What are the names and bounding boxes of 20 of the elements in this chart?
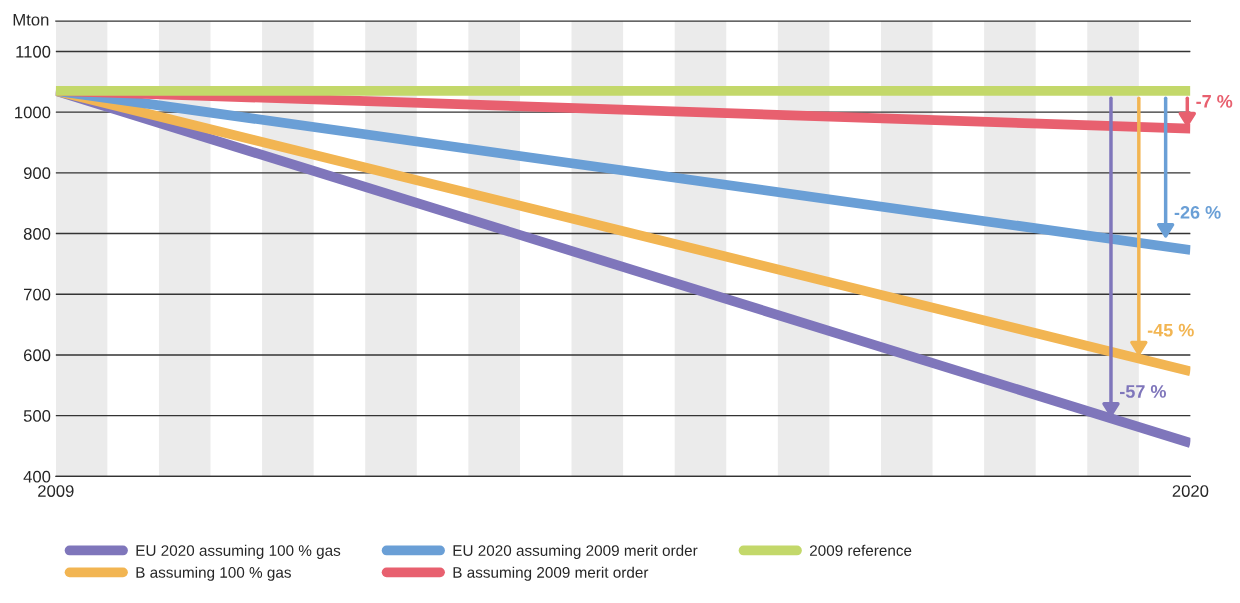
x-tick-label: 2009 [38, 485, 74, 497]
y-axis-title: Mton [13, 13, 49, 26]
legend-label: B assuming 100 % gas [136, 566, 291, 581]
y-tick-label: 1000 [15, 106, 51, 119]
legend-label: 2009 reference [809, 544, 912, 556]
y-tick-label: 400 [23, 470, 51, 483]
y-tick-label: 600 [23, 349, 51, 362]
annotation: -57 % [1120, 385, 1166, 398]
legend-label: B assuming 2009 merit order [453, 566, 649, 581]
annotation: -26 % [1174, 206, 1221, 219]
y-tick-label: 800 [23, 227, 51, 240]
x-tick-label: 2020 [1172, 485, 1209, 497]
y-tick-label: 500 [23, 410, 51, 422]
legend-label: EU 2020 assuming 100 % gas [136, 544, 341, 559]
y-tick-label: 700 [23, 288, 51, 301]
y-tick-label: 1100 [16, 45, 51, 58]
legend-label: EU 2020 assuming 2009 merit order [453, 544, 698, 559]
annotation: -45 % [1147, 323, 1194, 337]
y-tick-label: 900 [23, 167, 51, 180]
annotation: -7 % [1196, 94, 1233, 108]
